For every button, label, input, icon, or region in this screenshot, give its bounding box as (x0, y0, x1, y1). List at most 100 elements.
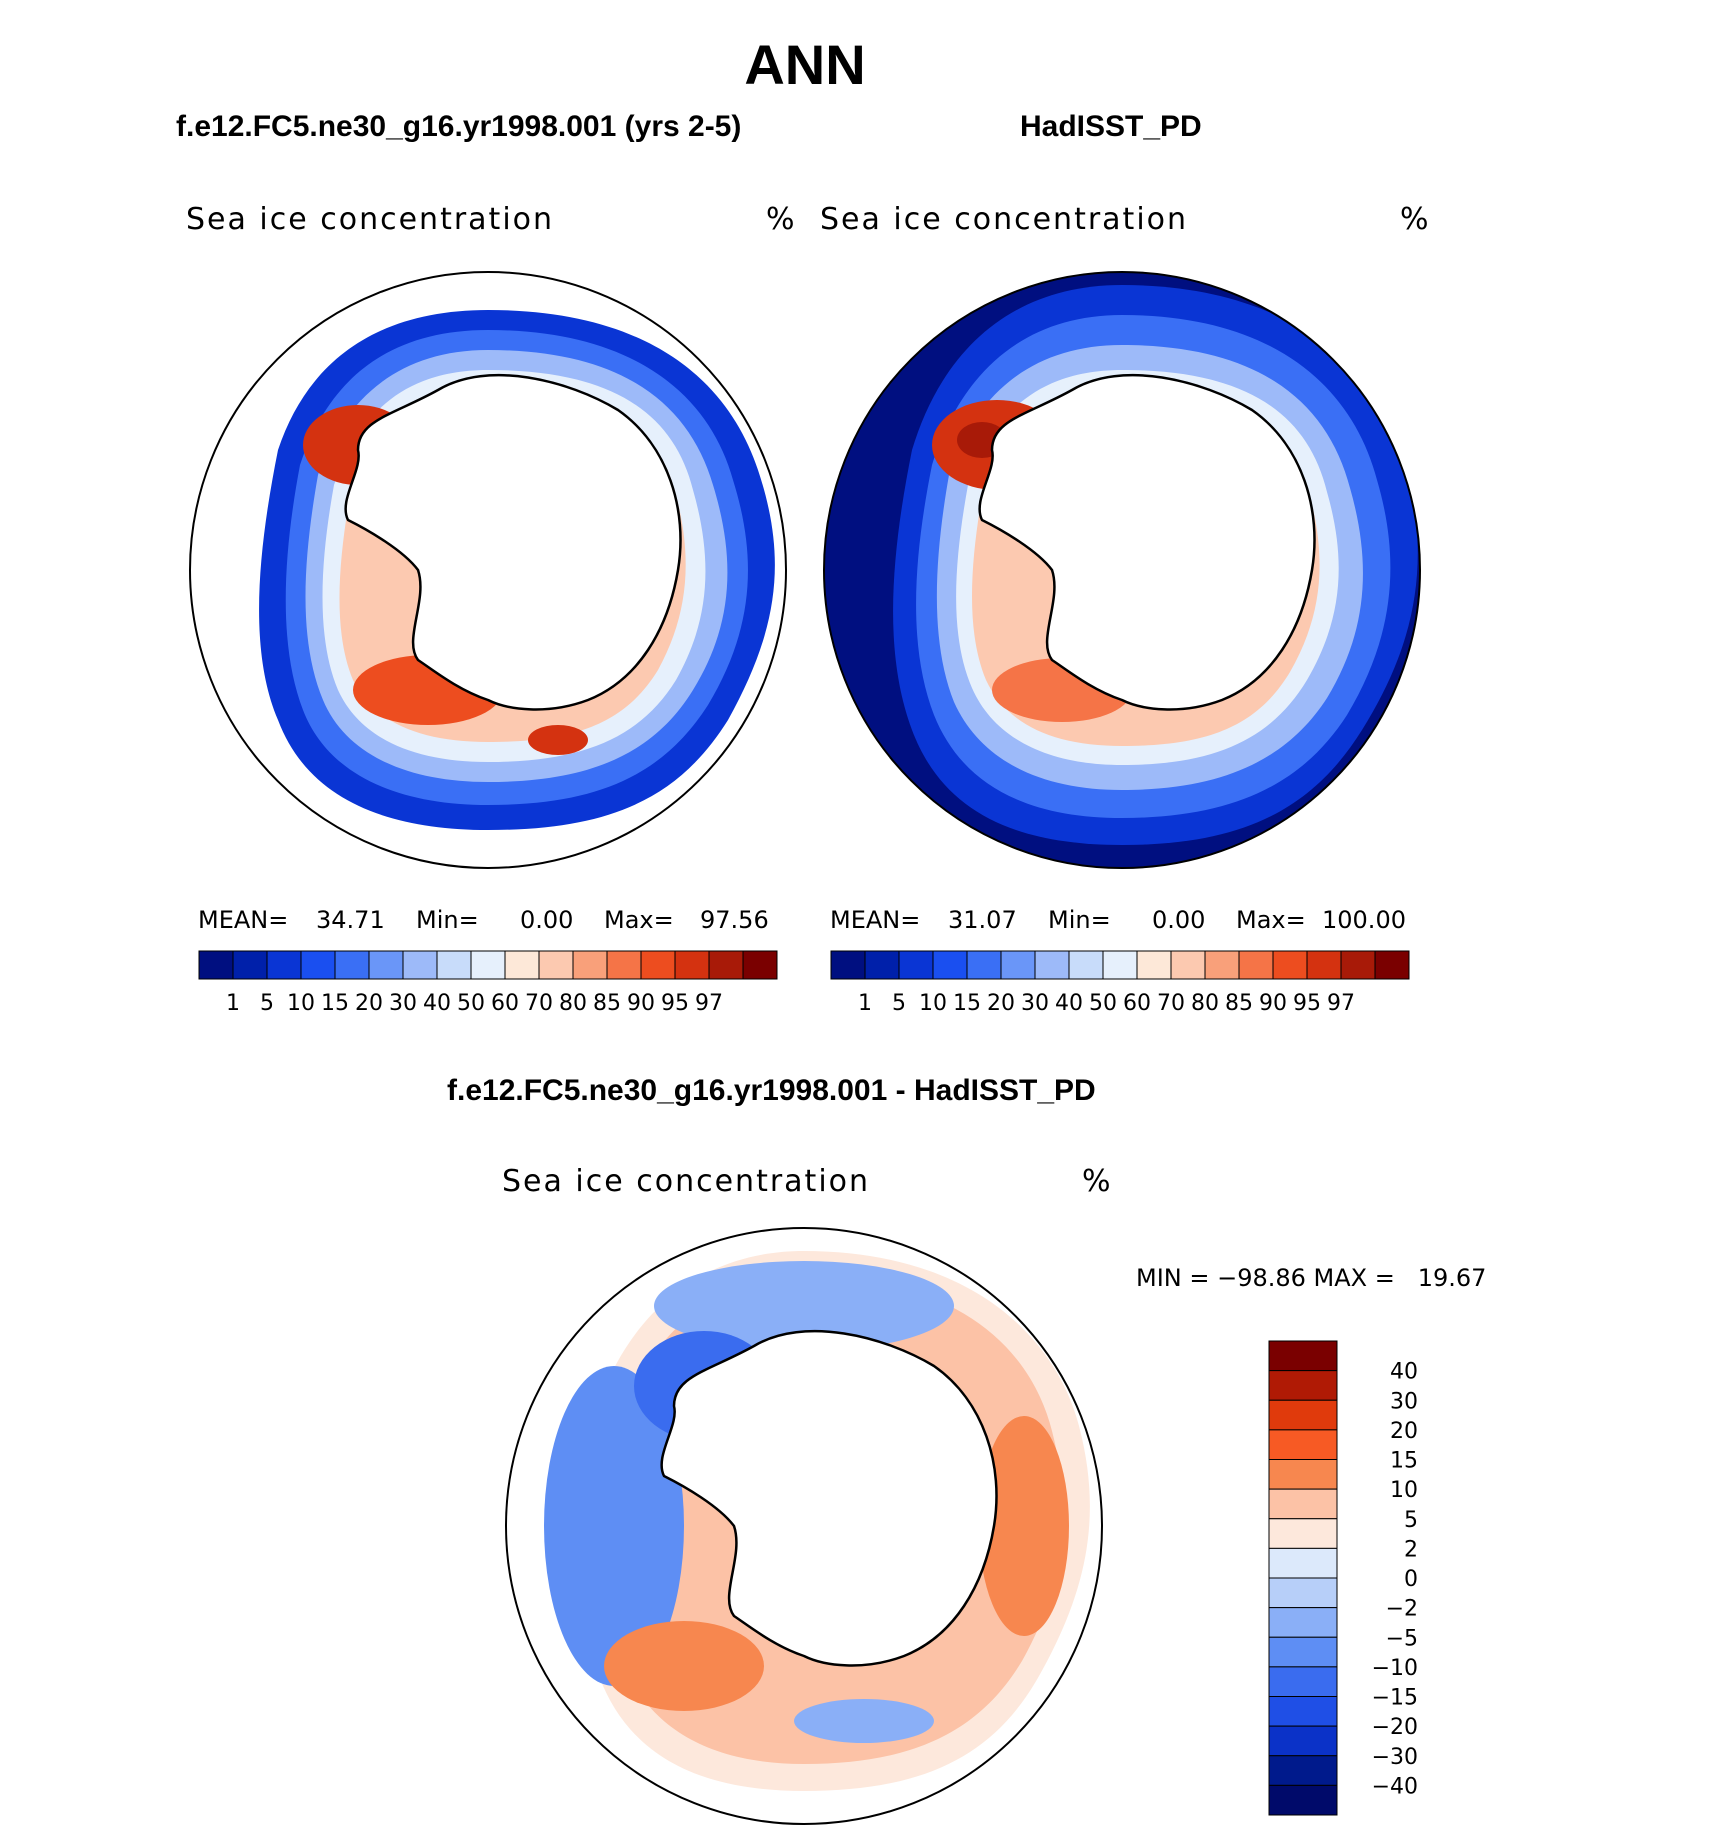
panel1-max-label: Max= (604, 906, 674, 934)
diff-colorbar-swatch (1268, 1696, 1338, 1727)
panel2-colorbar-tick-label: 40 (1055, 991, 1083, 1016)
diff-colorbar-swatch (1268, 1429, 1338, 1460)
panel1-colorbar-tick-label: 30 (389, 991, 417, 1016)
panel2-colorbar-tick-label: 97 (1327, 991, 1355, 1016)
ice-max-east (528, 725, 588, 755)
panel2-colorbar-tick-label: 20 (987, 991, 1015, 1016)
panel1-colorbar-tick-label: 15 (321, 991, 349, 1016)
diff-colorbar-tick-label: 2 (1404, 1537, 1418, 1562)
panel1-colorbar-tick-label: 97 (695, 991, 723, 1016)
panel2-max-value: 100.00 (1322, 906, 1406, 934)
diff-negative-south (794, 1699, 934, 1743)
panel1-colorbar-swatch (674, 950, 710, 980)
panel1-min-value: 0.00 (520, 906, 574, 934)
panel2-variable-label: Sea ice concentration (820, 202, 1189, 237)
diff-colorbar-tick-label: 30 (1390, 1389, 1418, 1414)
panel1-colorbar-swatch (402, 950, 438, 980)
diff-positive-ross (604, 1621, 764, 1711)
diff-colorbar-swatch (1268, 1666, 1338, 1697)
panel2-colorbar-swatch (1170, 950, 1206, 980)
panel2-colorbar-tick-label: 1 (858, 991, 872, 1016)
diff-negative-north (654, 1261, 954, 1351)
panel2-colorbar-tick-label: 10 (919, 991, 947, 1016)
panel2-max-label: Max= (1236, 906, 1306, 934)
panel1-colorbar-swatch (640, 950, 676, 980)
diff-map (505, 1227, 1103, 1825)
panel2-colorbar-swatch (1000, 950, 1036, 980)
panel2-colorbar-tick-label: 70 (1157, 991, 1185, 1016)
diff-colorbar-swatch (1268, 1577, 1338, 1609)
panel2-mean-value: 31.07 (948, 906, 1017, 934)
figure-title: ANN (744, 33, 866, 96)
diff-minmax: MIN = −98.86 MAX = 19.67 (1136, 1264, 1487, 1292)
panel2-colorbar-swatch (1102, 950, 1138, 980)
diff-colorbar-tick-label: −10 (1372, 1656, 1418, 1681)
panel1-colorbar-swatch (334, 950, 370, 980)
diff-colorbar-tick-label: 15 (1390, 1449, 1418, 1474)
panel1-colorbar-swatch (572, 950, 608, 980)
panel2-colorbar-tick-label: 85 (1225, 991, 1253, 1016)
panel2-min-label: Min= (1048, 906, 1111, 934)
panel1-colorbar-swatch (300, 950, 336, 980)
antarctica-land (344, 373, 682, 711)
panel1-colorbar-tick-label: 70 (525, 991, 553, 1016)
panel2-colorbar-swatch (1068, 950, 1104, 980)
panel2-map (823, 271, 1421, 869)
panel1-colorbar-swatch (742, 950, 778, 980)
panel1-case-title: f.e12.FC5.ne30_g16.yr1998.001 (yrs 2-5) (176, 110, 742, 143)
panel1-colorbar-tick-label: 5 (260, 991, 274, 1016)
panel1-colorbar-swatch (368, 950, 404, 980)
diff-colorbar-tick-label: 40 (1390, 1360, 1418, 1385)
panel2-mean-label: MEAN= (830, 906, 921, 934)
diff-colorbar-swatch (1268, 1607, 1338, 1638)
diff-positive-east (979, 1416, 1069, 1636)
panel1-colorbar-swatch (708, 950, 744, 980)
panel2-colorbar-tick-label: 50 (1089, 991, 1117, 1016)
panel2-colorbar-tick-label: 90 (1259, 991, 1287, 1016)
panel1-colorbar-swatch (504, 950, 540, 980)
panel1-colorbar: 1 5 10 15 20 30 40 50 60 70 80 85 90 95 97 (198, 950, 778, 1016)
panel2-colorbar-tick-label: 60 (1123, 991, 1151, 1016)
antarctica-land (978, 373, 1316, 711)
panel2-colorbar-tick-label: 30 (1021, 991, 1049, 1016)
panel2-units-label: % (1400, 202, 1431, 237)
diff-colorbar-tick-label: −2 (1386, 1597, 1418, 1622)
panel1-colorbar-tick-label: 90 (627, 991, 655, 1016)
panel2-colorbar-swatch (1340, 950, 1376, 980)
panel2-case-title: HadISST_PD (1020, 110, 1202, 143)
panel1-colorbar-swatch (266, 950, 302, 980)
panel2-colorbar-swatch (1238, 950, 1274, 980)
panel1-variable-label: Sea ice concentration (186, 202, 555, 237)
panel1-map (189, 271, 787, 869)
panel1-colorbar-tick-label: 10 (287, 991, 315, 1016)
panel2-colorbar-swatch (864, 950, 900, 980)
panel2-colorbar-tick-label: 15 (953, 991, 981, 1016)
panel1-colorbar-swatch (232, 950, 268, 980)
panel1-colorbar-tick-label: 85 (593, 991, 621, 1016)
diff-colorbar-swatch (1268, 1370, 1338, 1401)
diff-colorbar-tick-label: −40 (1372, 1774, 1418, 1799)
panel2-colorbar-swatch (1306, 950, 1342, 980)
panel2-colorbar-swatch (898, 950, 934, 980)
panel1-colorbar-swatch (470, 950, 506, 980)
diff-colorbar-tick-label: −15 (1372, 1686, 1418, 1711)
panel1-colorbar-tick-label: 50 (457, 991, 485, 1016)
panel1-min-label: Min= (416, 906, 479, 934)
panel1-units-label: % (766, 202, 797, 237)
panel1-max-value: 97.56 (700, 906, 769, 934)
diff-variable-label: Sea ice concentration (502, 1164, 871, 1199)
panel2-colorbar-swatch (1272, 950, 1308, 980)
panel1-colorbar-swatch (436, 950, 472, 980)
panel2-colorbar-swatch (830, 950, 866, 980)
diff-colorbar-tick-label: −30 (1372, 1745, 1418, 1770)
panel2-colorbar-tick-label: 95 (1293, 991, 1321, 1016)
diff-colorbar-swatch (1268, 1340, 1338, 1372)
panel1-mean-label: MEAN= (198, 906, 289, 934)
diff-colorbar-swatch (1268, 1755, 1338, 1786)
diff-case-title: f.e12.FC5.ne30_g16.yr1998.001 - HadISST_… (447, 1074, 1096, 1107)
panel1-mean-value: 34.71 (316, 906, 385, 934)
panel2-min-value: 0.00 (1152, 906, 1206, 934)
panel2-colorbar-swatch (966, 950, 1002, 980)
panel1-colorbar-tick-label: 40 (423, 991, 451, 1016)
